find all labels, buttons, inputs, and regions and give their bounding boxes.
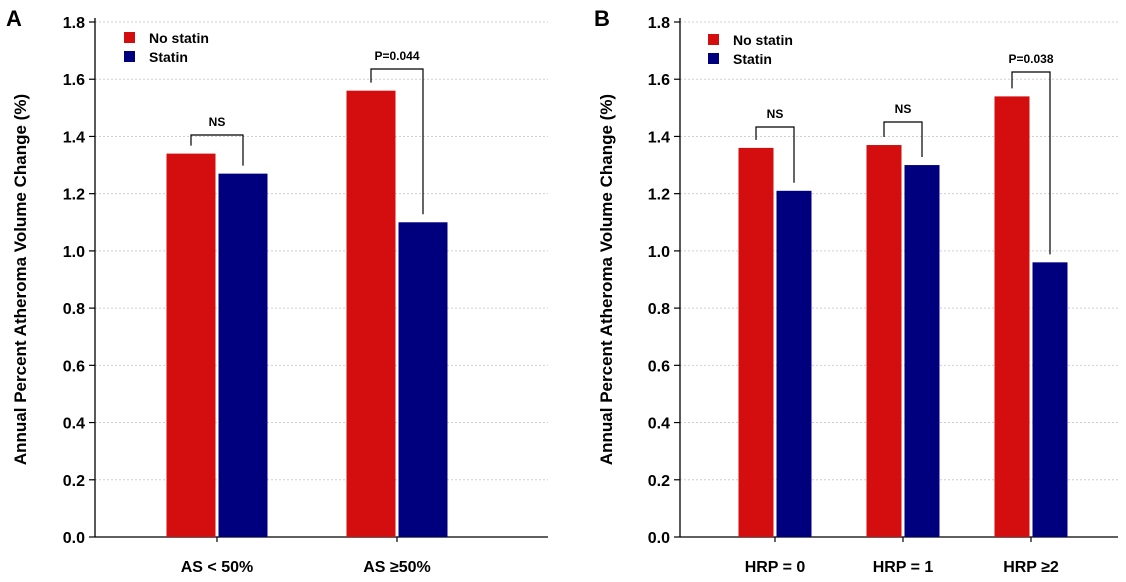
bar-no-statin [994,96,1030,537]
y-tick-label: 1.4 [63,129,85,146]
significance-label: P=0.044 [374,49,419,63]
legend-swatch [708,34,719,45]
significance-bracket [755,126,795,183]
panel-b: B 0.0 0.2 0.4 0.6 0.8 1.0 1.2 1.4 1.6 1.8 Annual Pe… [594,6,1118,576]
legend-swatch [124,51,135,62]
y-axis-label: Annual Percent Atheroma Volume Change (%… [597,94,616,465]
panel-letter: B [594,6,610,31]
legend: No statin Statin [708,32,793,67]
y-tick-label: 1.0 [648,244,670,261]
y-tick-label: 0.6 [63,358,85,375]
bar-no-statin [166,153,216,537]
bar-statin [218,173,268,537]
legend-label: Statin [149,49,188,65]
y-tick-label: 0.2 [648,473,670,490]
legend-label: Statin [733,51,772,67]
legend-swatch [708,53,719,64]
y-tick-label: 1.4 [648,129,670,146]
bar-statin [904,165,940,538]
category-label: HRP = 1 [873,559,934,576]
y-tick-label: 1.8 [648,15,670,32]
y-tick-label: 0.4 [63,416,85,433]
y-tick-label: 0.6 [648,358,670,375]
y-tick-label: 1.0 [63,244,85,261]
significance-bracket [1011,71,1051,255]
y-tick-label: 1.6 [63,72,85,89]
y-tick-label: 0.2 [63,473,85,490]
legend-label: No statin [733,32,793,48]
y-axis-label: Annual Percent Atheroma Volume Change (%… [11,94,30,465]
y-tick-label: 0.4 [648,416,670,433]
legend-swatch [124,32,135,43]
bar-no-statin [346,90,396,538]
significance-label: P=0.038 [1008,52,1053,66]
significance-label: NS [767,107,784,121]
bar-no-statin [738,147,774,537]
category-label: AS ≥50% [363,559,430,576]
panel-a: A 0.0 0.2 0.4 0.6 0.8 1.0 1.2 1.4 1.6 1.8 Annual Pe… [6,6,548,576]
y-tick-label: 0.0 [63,530,85,547]
bar-statin [776,190,812,538]
y-tick-label: 1.6 [648,72,670,89]
y-tick-label: 0.8 [63,301,85,318]
bar-no-statin [866,145,902,537]
significance-label: NS [209,115,226,129]
significance-label: NS [895,102,912,116]
y-tick-label: 1.2 [63,187,85,204]
bar-statin [1032,262,1068,537]
y-tick-label: 1.2 [648,187,670,204]
significance-bracket [883,121,923,158]
panel-letter: A [6,6,22,31]
y-tick-label: 0.8 [648,301,670,318]
y-tick-label: 1.8 [63,15,85,32]
bar-statin [398,222,448,537]
category-label: HRP ≥2 [1003,559,1059,576]
category-label: HRP = 0 [745,559,806,576]
y-tick-label: 0.0 [648,530,670,547]
legend: No statin Statin [124,30,209,65]
legend-label: No statin [149,30,209,46]
significance-bracket [370,68,424,215]
significance-bracket [190,134,244,166]
category-label: AS < 50% [181,559,253,576]
